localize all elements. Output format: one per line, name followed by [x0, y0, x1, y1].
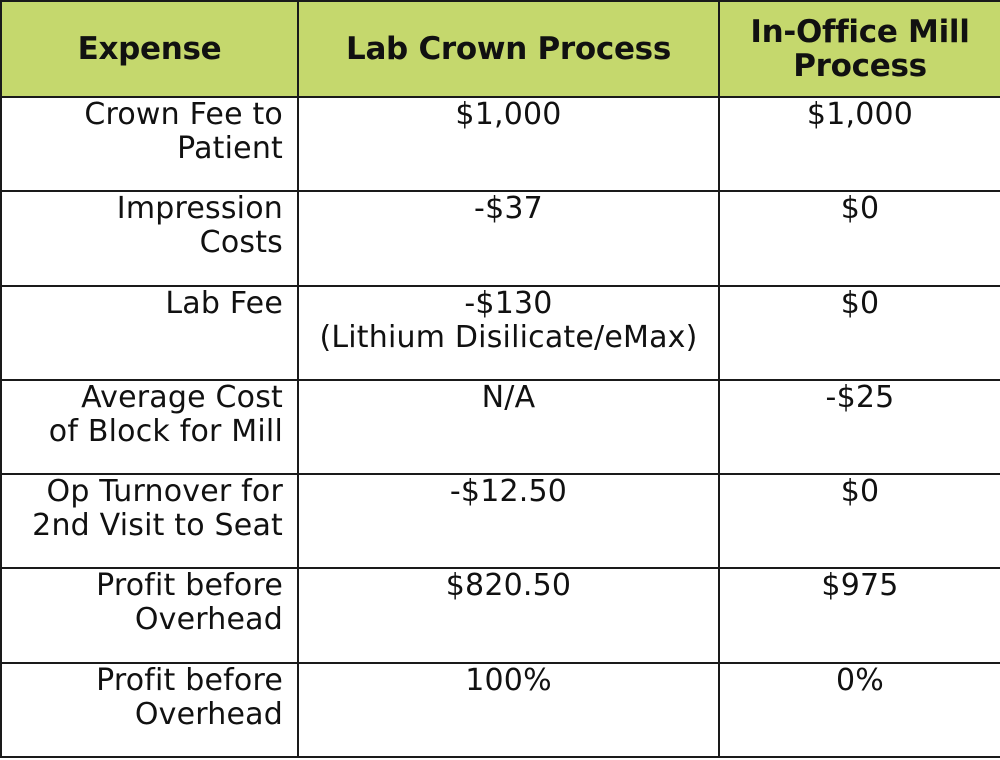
mill-value-cell: 0%	[718, 661, 1000, 759]
expense-label-cell: Impression Costs	[0, 190, 299, 287]
lab-value: $820.50	[445, 568, 572, 604]
expense-label-cell: Lab Fee	[0, 284, 299, 381]
expense-label-cell: Profit before Overhead	[0, 567, 299, 664]
mill-value-cell: $0	[718, 284, 1000, 381]
lab-value: 100%	[465, 662, 552, 698]
mill-value-cell: $975	[718, 567, 1000, 664]
table-row: Lab Fee -$130 (Lithium Disilicate/eMax) …	[0, 284, 1000, 381]
table-header: Expense Lab Crown Process In-Office Mill…	[0, 0, 1000, 98]
mill-value: $0	[840, 474, 880, 510]
lab-value: N/A	[481, 379, 536, 415]
lab-value-cell: -$12.50	[297, 473, 720, 570]
expense-label-cell: Average Cost of Block for Mill	[0, 378, 299, 476]
expense-label-cell: Profit before Overhead	[0, 661, 299, 759]
lab-value-cell: 100%	[297, 661, 720, 759]
lab-value-cell: -$37	[297, 190, 720, 287]
header-mill-label-line2: Process	[793, 48, 927, 84]
table-body: Crown Fee to Patient $1,000 $1,000 Impre…	[0, 95, 1000, 759]
expense-label-line: Op Turnover for	[46, 474, 283, 510]
lab-value-note: (Lithium Disilicate/eMax)	[319, 319, 698, 355]
lab-value: -$37	[474, 191, 543, 227]
expense-label-line: of Block for Mill	[48, 413, 283, 449]
mill-value: -$25	[825, 379, 895, 415]
expense-label-line: Impression	[116, 191, 283, 227]
lab-value: $1,000	[455, 97, 562, 132]
header-row: Expense Lab Crown Process In-Office Mill…	[0, 0, 1000, 98]
table-row: Crown Fee to Patient $1,000 $1,000	[0, 95, 1000, 193]
lab-value-cell: $820.50	[297, 567, 720, 664]
mill-value-cell: $1,000	[718, 95, 1000, 193]
mill-value: 0%	[836, 662, 884, 698]
lab-value-cell: $1,000	[297, 95, 720, 193]
expense-label-cell: Crown Fee to Patient	[0, 95, 299, 193]
expense-label-line: Patient	[177, 131, 283, 166]
table-row: Op Turnover for 2nd Visit to Seat -$12.5…	[0, 473, 1000, 570]
mill-value-cell: $0	[718, 473, 1000, 570]
table-row: Profit before Overhead 100% 0%	[0, 661, 1000, 759]
lab-value: -$12.50	[449, 474, 568, 510]
header-lab-crown-process: Lab Crown Process	[297, 0, 720, 98]
expense-label-line: Lab Fee	[165, 285, 283, 321]
expense-label-line: Profit before	[96, 662, 283, 698]
mill-value-cell: $0	[718, 190, 1000, 287]
header-mill-label-line1: In-Office Mill	[750, 14, 970, 50]
mill-value-cell: -$25	[718, 378, 1000, 476]
mill-value: $0	[840, 285, 880, 321]
expense-label-line: Average Cost	[81, 379, 283, 415]
mill-value: $1,000	[806, 97, 914, 132]
expense-label-line: Overhead	[134, 602, 283, 638]
expense-label-line: Overhead	[134, 696, 283, 732]
table-row: Average Cost of Block for Mill N/A -$25	[0, 378, 1000, 476]
expense-label-line: 2nd Visit to Seat	[32, 508, 283, 544]
header-expense-label: Expense	[77, 31, 222, 67]
mill-value: $0	[840, 191, 880, 227]
lab-value: -$130	[464, 285, 553, 321]
mill-value: $975	[821, 568, 899, 604]
expense-label-cell: Op Turnover for 2nd Visit to Seat	[0, 473, 299, 570]
lab-value-cell: -$130 (Lithium Disilicate/eMax)	[297, 284, 720, 381]
header-expense: Expense	[0, 0, 299, 98]
table-row: Impression Costs -$37 $0	[0, 190, 1000, 287]
lab-value-cell: N/A	[297, 378, 720, 476]
expense-label-line: Crown Fee to	[84, 97, 283, 132]
header-lab-crown-label: Lab Crown Process	[345, 31, 671, 67]
expense-label-line: Profit before	[96, 568, 283, 604]
header-in-office-mill-process: In-Office Mill Process	[718, 0, 1000, 98]
table-row: Profit before Overhead $820.50 $975	[0, 567, 1000, 664]
expense-label-line: Costs	[199, 225, 283, 261]
